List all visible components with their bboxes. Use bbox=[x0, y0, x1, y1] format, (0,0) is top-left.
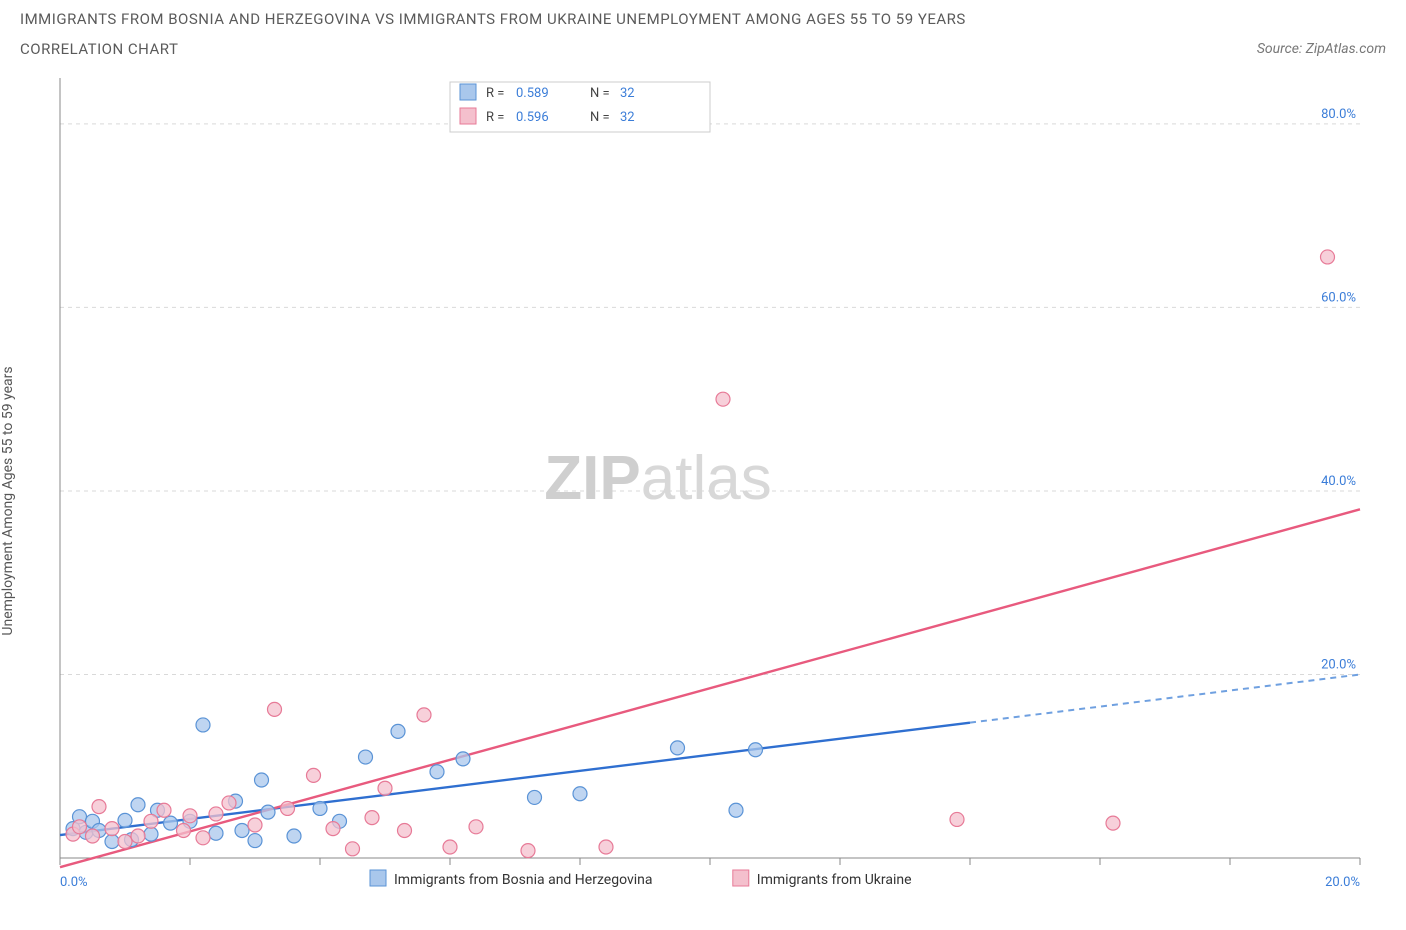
svg-text:60.0%: 60.0% bbox=[1321, 290, 1356, 305]
svg-text:0.0%: 0.0% bbox=[60, 875, 88, 890]
svg-text:ZIPatlas: ZIPatlas bbox=[544, 444, 771, 513]
chart-subtitle: CORRELATION CHART bbox=[20, 40, 178, 58]
svg-text:Immigrants from Ukraine: Immigrants from Ukraine bbox=[757, 872, 912, 888]
chart-title: IMMIGRANTS FROM BOSNIA AND HERZEGOVINA V… bbox=[20, 10, 1386, 28]
svg-text:0.589: 0.589 bbox=[516, 86, 549, 101]
correlation-scatter-chart: ZIPatlas 0.0% 20.0% 20.0% 40.0% 60.0% 80.0% R =… bbox=[0, 68, 1406, 918]
chart-container: Unemployment Among Ages 55 to 59 years Z… bbox=[0, 68, 1406, 918]
svg-text:80.0%: 80.0% bbox=[1321, 107, 1356, 122]
svg-text:20.0%: 20.0% bbox=[1325, 875, 1360, 890]
svg-text:Immigrants from Bosnia and Her: Immigrants from Bosnia and Herzegovina bbox=[394, 872, 653, 888]
y-axis-label: Unemployment Among Ages 55 to 59 years bbox=[0, 366, 16, 635]
svg-text:20.0%: 20.0% bbox=[1321, 657, 1356, 672]
svg-text:32: 32 bbox=[620, 110, 635, 125]
svg-text:32: 32 bbox=[620, 86, 635, 101]
svg-text:N =: N = bbox=[590, 110, 610, 125]
svg-text:R =: R = bbox=[486, 110, 504, 125]
svg-text:0.596: 0.596 bbox=[516, 110, 549, 125]
chart-source: Source: ZipAtlas.com bbox=[1257, 41, 1386, 57]
svg-text:R =: R = bbox=[486, 86, 504, 101]
svg-text:N =: N = bbox=[590, 86, 610, 101]
svg-text:40.0%: 40.0% bbox=[1321, 474, 1356, 489]
